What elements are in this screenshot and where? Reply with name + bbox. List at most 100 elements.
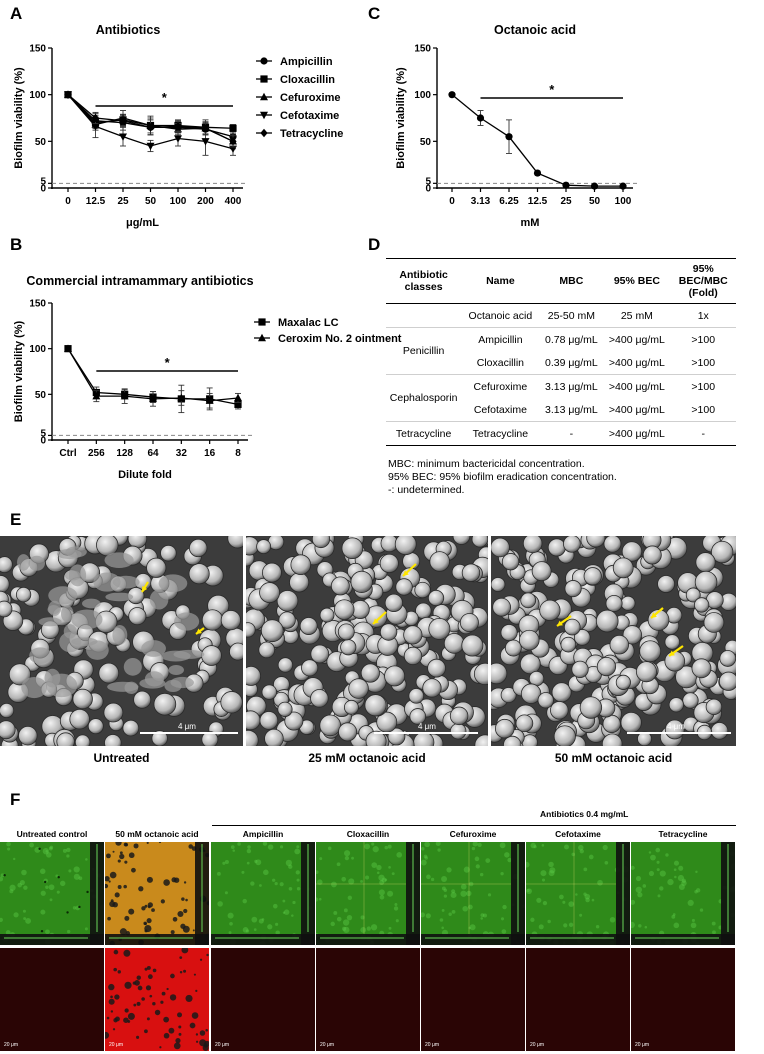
b-legend-marker bbox=[258, 333, 266, 342]
cell bbox=[409, 708, 427, 725]
cell bbox=[151, 730, 168, 746]
cell bbox=[518, 629, 540, 651]
dark-spot bbox=[146, 842, 149, 844]
bright-speckle bbox=[391, 872, 395, 876]
cell-mbc: 3.13 μg/mL bbox=[545, 403, 598, 416]
cell bbox=[264, 728, 284, 746]
cell bbox=[340, 639, 357, 656]
confocal-background bbox=[526, 948, 630, 1051]
b-title: Commercial intramammary antibiotics bbox=[26, 274, 253, 288]
a-y-tick-label: 5 bbox=[40, 176, 46, 187]
cell bbox=[471, 536, 488, 548]
c-y-tick-label: 100 bbox=[414, 90, 431, 101]
note-undetermined: -: undetermined. bbox=[388, 484, 465, 496]
confocal-background bbox=[316, 842, 420, 945]
dark-spot bbox=[105, 883, 109, 889]
bright-speckle bbox=[319, 857, 323, 861]
a-y-label: Biofilm viability (%) bbox=[13, 67, 25, 169]
bright-speckle bbox=[673, 922, 680, 929]
b-x-tick-label: 256 bbox=[88, 448, 105, 459]
cell bbox=[693, 597, 710, 613]
confocal-dead-stain: 20 μm bbox=[105, 948, 209, 1051]
cell-bec: >400 μg/mL bbox=[608, 356, 665, 369]
bright-speckle bbox=[451, 909, 456, 914]
confocal-column-label: Cefotaxime bbox=[555, 829, 601, 839]
bright-speckle bbox=[591, 898, 595, 902]
cell bbox=[364, 694, 387, 717]
bright-speckle bbox=[48, 846, 53, 851]
scale-bar bbox=[374, 732, 478, 734]
bright-speckle bbox=[394, 903, 398, 907]
bright-speckle bbox=[602, 844, 608, 851]
bright-speckle bbox=[318, 897, 322, 901]
dark-spot bbox=[151, 908, 155, 912]
panel-letter-c: C bbox=[368, 4, 381, 23]
confocal-live-stain bbox=[421, 842, 525, 945]
bright-speckle bbox=[482, 913, 488, 918]
bright-speckle bbox=[42, 848, 50, 855]
dark-spot bbox=[117, 885, 122, 889]
cell bbox=[394, 536, 417, 556]
bright-speckle bbox=[351, 856, 354, 860]
a-title: Antibiotics bbox=[96, 23, 161, 37]
cell bbox=[422, 678, 442, 698]
cell bbox=[642, 545, 662, 565]
cell bbox=[87, 718, 104, 735]
table-row: Cloxacillin 0.39 μg/mL >400 μg/mL >100 bbox=[386, 351, 736, 375]
matrix-debris bbox=[64, 570, 81, 581]
dark-spot bbox=[131, 867, 136, 873]
cell bbox=[452, 536, 471, 545]
bright-speckle bbox=[296, 887, 301, 891]
dark-spot bbox=[146, 918, 152, 924]
bright-speckle bbox=[568, 901, 575, 907]
bright-speckle bbox=[667, 878, 674, 886]
cell bbox=[301, 659, 319, 677]
a-data-point bbox=[91, 123, 100, 131]
bright-speckle bbox=[285, 859, 292, 867]
cell bbox=[522, 536, 543, 554]
orthogonal-bottom-view bbox=[526, 934, 630, 945]
dark-spot bbox=[128, 908, 135, 915]
cell bbox=[403, 646, 423, 666]
cell bbox=[246, 665, 261, 686]
bright-speckle bbox=[678, 865, 684, 871]
dark-spot bbox=[199, 1030, 206, 1036]
cell bbox=[615, 674, 631, 690]
bright-speckle bbox=[548, 870, 555, 877]
dark-spot bbox=[195, 989, 198, 992]
bright-speckle bbox=[317, 879, 323, 885]
cell bbox=[414, 581, 431, 599]
antibiotics-group-line bbox=[212, 825, 736, 826]
bright-speckle bbox=[344, 856, 350, 861]
table-row: Octanoic acid 25-50 mM 25 mM 1x bbox=[386, 304, 736, 328]
cell bbox=[429, 551, 450, 572]
bright-speckle bbox=[681, 880, 687, 886]
cell bbox=[338, 722, 358, 742]
cell bbox=[595, 609, 619, 633]
bright-speckle bbox=[253, 928, 257, 931]
confocal-image bbox=[0, 948, 104, 1051]
bright-speckle bbox=[68, 869, 72, 873]
cell bbox=[188, 563, 210, 585]
bright-speckle bbox=[609, 916, 616, 923]
dark-spot bbox=[114, 892, 120, 898]
a-legend-marker bbox=[260, 128, 268, 138]
bright-speckle bbox=[295, 870, 300, 875]
sem-caption-25mm: 25 mM octanoic acid bbox=[308, 751, 426, 765]
bright-speckle bbox=[251, 916, 258, 923]
a-legend-label: Tetracycline bbox=[280, 128, 343, 140]
dark-spot bbox=[193, 973, 196, 976]
sem-micrograph bbox=[246, 536, 488, 746]
bright-speckle bbox=[468, 904, 473, 910]
sem-image-25mm: 4 μm bbox=[246, 536, 488, 746]
matrix-debris bbox=[86, 640, 109, 660]
dark-spot bbox=[154, 1009, 161, 1016]
cell bbox=[384, 665, 406, 687]
cell bbox=[664, 634, 681, 650]
bright-speckle bbox=[254, 859, 258, 863]
bright-speckle bbox=[230, 845, 235, 850]
dark-spot bbox=[147, 974, 153, 980]
b-y-label: Biofilm viability (%) bbox=[13, 320, 25, 422]
table-notes: MBC: minimum bactericidal concentration.… bbox=[388, 458, 617, 497]
